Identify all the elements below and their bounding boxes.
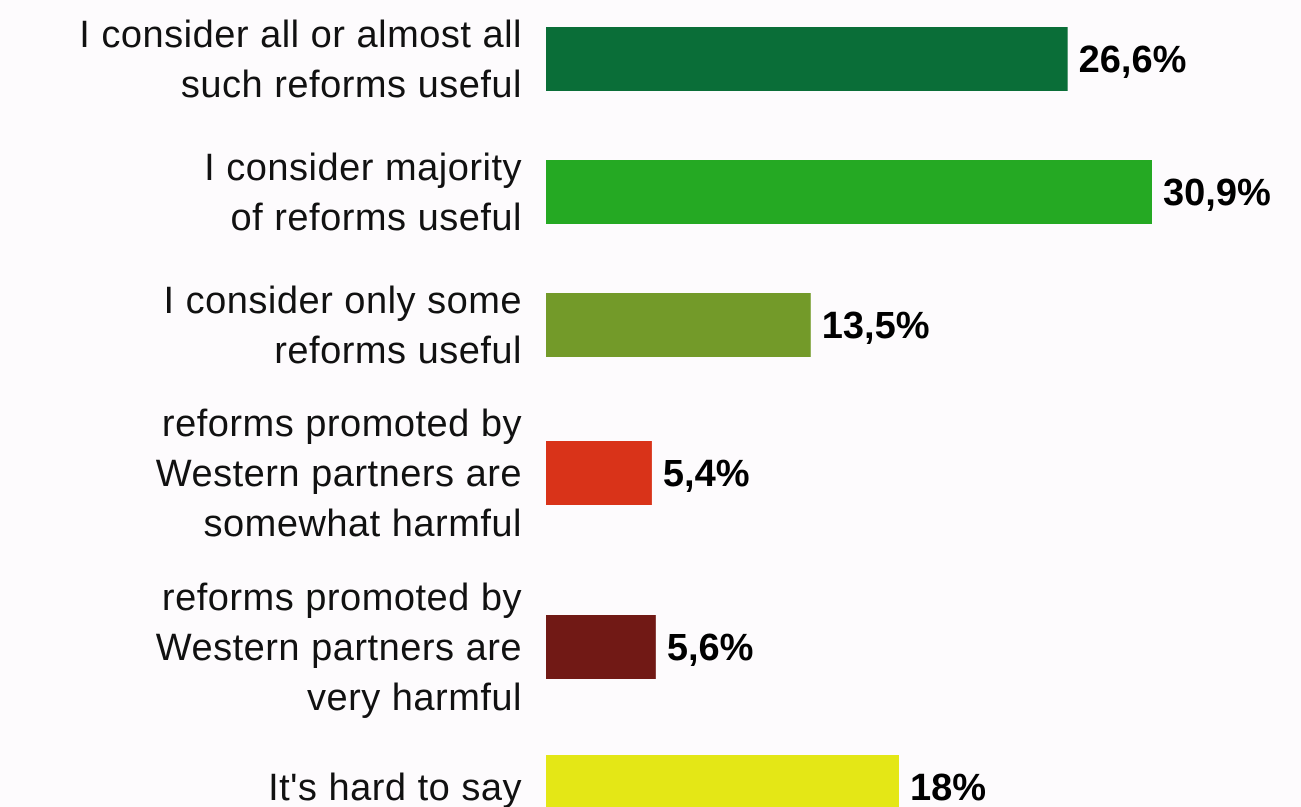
category-label-line: Western partners are [156,453,522,495]
category-label-line: reforms promoted by [162,403,522,445]
bar [546,615,656,679]
category-label-line: reforms useful [274,330,522,372]
bar-value-label: 26,6% [1079,39,1187,81]
bar [546,755,900,807]
bar-value-label: 5,4% [663,453,750,495]
bar [546,160,1152,224]
bar-value-label: 18% [910,767,986,807]
category-label-line: somewhat harmful [204,503,522,545]
category-label-line: I consider all or almost all [79,14,522,56]
category-label-line: Western partners are [156,627,522,669]
bar [546,441,652,505]
category-label-line: of reforms useful [231,197,523,239]
category-label-line: reforms promoted by [162,577,522,619]
bar-value-label: 30,9% [1163,172,1271,214]
bar [546,293,811,357]
category-label-line: I consider majority [204,147,522,189]
category-label-line: I consider only some [164,280,523,322]
category-label-line: It's hard to say [268,767,522,807]
bar-value-label: 5,6% [667,627,754,669]
category-label-line: very harmful [307,677,522,719]
category-label-line: such reforms useful [181,64,522,106]
bar-value-label: 13,5% [822,305,930,347]
bar [546,27,1068,91]
